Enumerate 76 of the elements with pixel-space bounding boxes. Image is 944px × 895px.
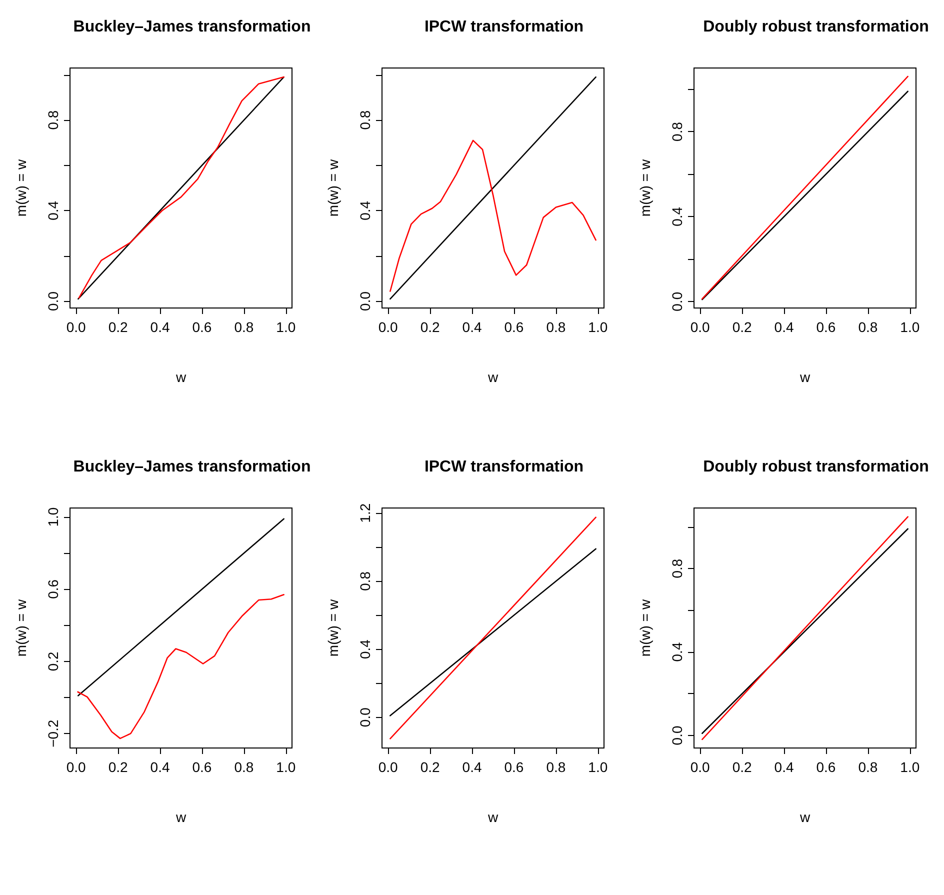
- y-tick-label: −0.2: [45, 720, 61, 748]
- x-tick-label: 1.0: [588, 759, 608, 775]
- x-tick-label: 1.0: [276, 759, 296, 775]
- x-axis-title: w: [486, 809, 499, 825]
- x-tick-label: 0.8: [546, 319, 566, 335]
- y-tick-label: 0.0: [669, 726, 685, 746]
- x-tick-label: 0.6: [816, 319, 836, 335]
- line-series: [77, 594, 284, 740]
- x-axis-title: w: [798, 369, 811, 385]
- x-axis-title: w: [486, 369, 499, 385]
- x-tick-label: 0.2: [108, 759, 128, 775]
- x-tick-label: 0.2: [732, 759, 752, 775]
- chart-title: Doubly robust transformation: [703, 458, 929, 476]
- x-tick-label: 0.8: [858, 319, 878, 335]
- y-axis-title: m(w) = w: [637, 158, 653, 217]
- y-tick-label: 0.8: [669, 122, 685, 142]
- x-tick-label: 0.8: [234, 319, 254, 335]
- chart-title: Buckley–James transformation: [73, 18, 311, 36]
- x-tick-label: 0.4: [462, 759, 482, 775]
- chart-title: IPCW transformation: [424, 18, 584, 36]
- x-tick-label: 0.4: [150, 759, 170, 775]
- y-tick-label: 0.8: [45, 110, 61, 130]
- y-axis-title: m(w) = w: [637, 598, 653, 657]
- y-tick-label: 0.4: [669, 206, 685, 226]
- x-tick-label: 0.0: [690, 759, 710, 775]
- x-tick-label: 1.0: [900, 319, 920, 335]
- x-tick-label: 0.6: [192, 759, 212, 775]
- x-tick-label: 0.4: [774, 319, 794, 335]
- y-tick-label: 0.4: [357, 639, 373, 660]
- chart-title: IPCW transformation: [424, 458, 584, 476]
- x-tick-label: 0.0: [378, 319, 398, 335]
- x-tick-label: 0.0: [66, 759, 86, 775]
- x-tick-label: 0.0: [690, 319, 710, 335]
- y-tick-label: 1.0: [45, 507, 61, 527]
- x-axis-title: w: [798, 809, 811, 825]
- x-tick-label: 0.8: [546, 759, 566, 775]
- x-tick-label: 0.2: [108, 319, 128, 335]
- y-tick-label: 0.0: [357, 291, 373, 311]
- x-tick-label: 0.2: [420, 319, 440, 335]
- x-tick-label: 0.4: [150, 319, 170, 335]
- x-tick-label: 0.0: [66, 319, 86, 335]
- y-tick-label: 0.8: [669, 558, 685, 578]
- x-tick-label: 0.6: [504, 319, 524, 335]
- x-tick-label: 1.0: [276, 319, 296, 335]
- y-tick-label: 0.8: [357, 110, 373, 130]
- x-tick-label: 0.8: [234, 759, 254, 775]
- y-tick-label: 0.6: [45, 579, 61, 599]
- y-tick-label: 0.4: [357, 200, 373, 220]
- y-tick-label: 1.2: [357, 503, 373, 523]
- x-tick-label: 0.4: [774, 759, 794, 775]
- y-tick-label: 0.4: [45, 200, 61, 220]
- x-axis-title: w: [174, 369, 187, 385]
- y-axis-title: m(w) = w: [325, 158, 341, 217]
- x-tick-label: 0.4: [462, 319, 482, 335]
- x-axis-title: w: [174, 809, 187, 825]
- y-tick-label: 0.0: [357, 707, 373, 728]
- x-tick-label: 0.8: [858, 759, 878, 775]
- y-axis-title: m(w) = w: [13, 598, 29, 657]
- y-axis-title: m(w) = w: [325, 598, 341, 657]
- x-tick-label: 1.0: [900, 759, 920, 775]
- y-tick-label: 0.0: [45, 291, 61, 311]
- line-series: [390, 140, 596, 292]
- y-tick-label: 0.8: [357, 571, 373, 591]
- x-tick-label: 0.6: [504, 759, 524, 775]
- x-tick-label: 0.0: [378, 759, 398, 775]
- y-tick-label: 0.4: [669, 642, 685, 662]
- chart-title: Buckley–James transformation: [73, 458, 311, 476]
- x-tick-label: 0.2: [420, 759, 440, 775]
- x-tick-label: 0.2: [732, 319, 752, 335]
- x-tick-label: 1.0: [588, 319, 608, 335]
- y-axis-title: m(w) = w: [13, 158, 29, 217]
- y-tick-label: 0.2: [45, 651, 61, 672]
- x-tick-label: 0.6: [192, 319, 212, 335]
- x-tick-label: 0.6: [816, 759, 836, 775]
- y-tick-label: 0.0: [669, 292, 685, 312]
- chart-title: Doubly robust transformation: [703, 18, 929, 36]
